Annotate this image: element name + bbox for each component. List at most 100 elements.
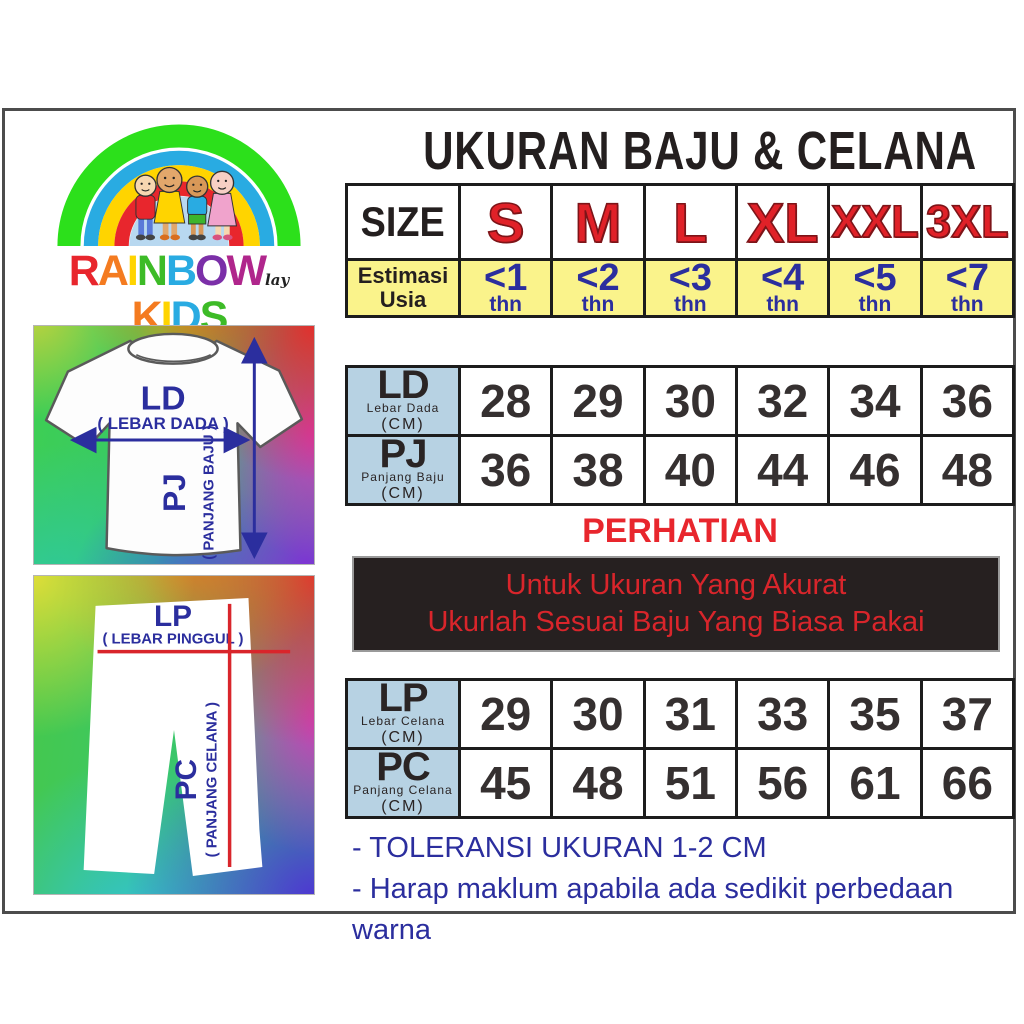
attention-box: Untuk Ukuran Yang Akurat Ukurlah Sesuai … bbox=[352, 556, 1000, 652]
measure-header-pc: PC Panjang Celana (CM) bbox=[345, 747, 461, 819]
age-unit: thn bbox=[581, 292, 615, 316]
age-header-line1: Estimasi bbox=[357, 263, 449, 288]
shirt-length-code: PJ bbox=[156, 473, 192, 512]
rainbow-arch-illustration bbox=[57, 124, 301, 247]
measure-unit: (CM) bbox=[381, 416, 425, 433]
measure-label: Lebar Dada bbox=[366, 401, 440, 415]
footnotes: - TOLERANSI UKURAN 1-2 CM - Harap maklum… bbox=[352, 828, 1024, 951]
age-cell-3: <4 thn bbox=[734, 258, 831, 318]
size-cell-xl: XL bbox=[734, 183, 831, 261]
pants-width-label: ( LEBAR PINGGUL ) bbox=[102, 632, 243, 648]
age-header-line2: Usia bbox=[379, 287, 427, 312]
measure-row-pc: PC Panjang Celana (CM) 45 48 51 56 61 66 bbox=[345, 747, 1016, 819]
shirt-diagram-panel: LD ( LEBAR DADA ) PJ ( PANJANG BAJU ) bbox=[33, 325, 315, 565]
tshirt-collar-inner bbox=[135, 353, 212, 363]
age-cell-4: <5 thn bbox=[827, 258, 923, 318]
pants-length-code: PC bbox=[170, 759, 203, 800]
rainbow-kids-logo: RAINBOWlay KIDS bbox=[38, 112, 320, 339]
measure-value: 66 bbox=[919, 747, 1016, 819]
brand-rainbow-letter-r: R bbox=[68, 247, 100, 295]
shirt-length-label: ( PANJANG BAJU ) bbox=[202, 425, 218, 559]
tshirt-collar bbox=[127, 332, 219, 365]
brand-suffix: lay bbox=[265, 271, 290, 289]
brand-word-rainbow: RAINBOWlay bbox=[38, 250, 320, 300]
brand-kids-letter-i: I bbox=[160, 293, 173, 341]
page-title: UKURAN BAJU & CELANA bbox=[345, 120, 1015, 182]
measure-value: 30 bbox=[550, 678, 646, 750]
age-unit: thn bbox=[489, 292, 522, 316]
size-header-cell: SIZE bbox=[345, 183, 461, 261]
size-cell-xxl: XXL bbox=[827, 183, 923, 261]
measure-header-lp: LP Lebar Celana (CM) bbox=[345, 678, 461, 750]
measure-code: PJ bbox=[379, 435, 428, 476]
size-cell-l: L bbox=[642, 183, 738, 261]
age-value: <5 bbox=[853, 259, 897, 299]
measure-value: 61 bbox=[827, 747, 923, 819]
measure-row-pj: PJ Panjang Baju (CM) 36 38 40 44 46 48 bbox=[345, 434, 1016, 506]
brand-rainbow-letter-a: A bbox=[97, 247, 129, 295]
size-cell-s: S bbox=[457, 183, 554, 261]
measure-value: 40 bbox=[642, 434, 738, 506]
pants-shape bbox=[83, 597, 263, 876]
measure-value: 32 bbox=[734, 365, 831, 437]
age-cell-1: <2 thn bbox=[550, 258, 646, 318]
measure-value: 35 bbox=[827, 678, 923, 750]
size-cell-m: M bbox=[550, 183, 646, 261]
age-header-cell: Estimasi Usia bbox=[345, 258, 461, 318]
measure-value: 48 bbox=[919, 434, 1016, 506]
note-tolerance: - TOLERANSI UKURAN 1-2 CM bbox=[352, 832, 767, 864]
note-color-difference: - Harap maklum apabila ada sedikit perbe… bbox=[352, 873, 954, 946]
attention-title: PERHATIAN bbox=[582, 512, 778, 550]
tshirt-shape bbox=[44, 339, 304, 557]
size-table: SIZE S M L XL XXL 3XL Estimasi Usia <1 thn <2 th… bbox=[345, 183, 1016, 318]
measure-code: PC bbox=[376, 748, 431, 789]
measure-header-pj: PJ Panjang Baju (CM) bbox=[345, 434, 461, 506]
age-cell-2: <3 thn bbox=[642, 258, 738, 318]
page-title-text: UKURAN BAJU & CELANA bbox=[423, 121, 977, 181]
measure-value: 29 bbox=[457, 678, 554, 750]
measure-value: 46 bbox=[827, 434, 923, 506]
measure-value: 45 bbox=[457, 747, 554, 819]
measure-value: 31 bbox=[642, 678, 738, 750]
pants-diagram-panel: LP ( LEBAR PINGGUL ) PC ( PANJANG CELANA… bbox=[33, 575, 315, 895]
age-cell-0: <1 thn bbox=[457, 258, 554, 318]
measure-value: 37 bbox=[919, 678, 1016, 750]
measure-row-ld: LD Lebar Dada (CM) 28 29 30 32 34 36 bbox=[345, 365, 1016, 437]
kid-figure-2 bbox=[153, 166, 186, 241]
age-unit: thn bbox=[766, 292, 799, 316]
measure-value: 56 bbox=[734, 747, 831, 819]
measure-code: LD bbox=[377, 366, 429, 407]
measure-value: 36 bbox=[919, 365, 1016, 437]
brand-rainbow-letter-n: N bbox=[136, 247, 168, 295]
measure-row-lp: LP Lebar Celana (CM) 29 30 31 33 35 37 bbox=[345, 678, 1016, 750]
measure-value: 51 bbox=[642, 747, 738, 819]
age-value: <2 bbox=[576, 259, 620, 299]
kid-figure-3 bbox=[185, 175, 209, 241]
age-value: <4 bbox=[760, 259, 805, 299]
measure-unit: (CM) bbox=[381, 485, 425, 502]
measure-label: Lebar Celana bbox=[360, 714, 446, 728]
measure-value: 38 bbox=[550, 434, 646, 506]
age-unit: thn bbox=[858, 292, 892, 316]
attention-line1: Untuk Ukuran Yang Akurat bbox=[505, 569, 847, 601]
size-header-label: SIZE bbox=[360, 198, 446, 245]
brand-rainbow-letter-b: B bbox=[165, 247, 197, 295]
pants-width-code: LP bbox=[154, 600, 192, 633]
kid-figure-1 bbox=[134, 174, 157, 241]
age-unit: thn bbox=[950, 292, 984, 316]
measure-value: 28 bbox=[457, 365, 554, 437]
measure-value: 36 bbox=[457, 434, 554, 506]
pants-diagram: LP ( LEBAR PINGGUL ) PC ( PANJANG CELANA… bbox=[83, 597, 291, 876]
measure-label: Panjang Baju bbox=[361, 470, 445, 484]
shirt-measurement-table: LD Lebar Dada (CM) 28 29 30 32 34 36 PJ Panjang Ba… bbox=[345, 365, 1016, 506]
age-value: <3 bbox=[668, 259, 712, 299]
measure-unit: (CM) bbox=[381, 729, 425, 746]
measure-unit: (CM) bbox=[381, 798, 425, 815]
brand-rainbow-letter-o: O bbox=[195, 247, 228, 295]
measure-value: 34 bbox=[827, 365, 923, 437]
age-value: <7 bbox=[945, 259, 989, 299]
measure-value: 29 bbox=[550, 365, 646, 437]
pants-length-label: ( PANJANG CELANA ) bbox=[205, 702, 221, 857]
attention-line2: Ukurlah Sesuai Baju Yang Biasa Pakai bbox=[427, 606, 925, 638]
age-value: <1 bbox=[484, 259, 528, 299]
